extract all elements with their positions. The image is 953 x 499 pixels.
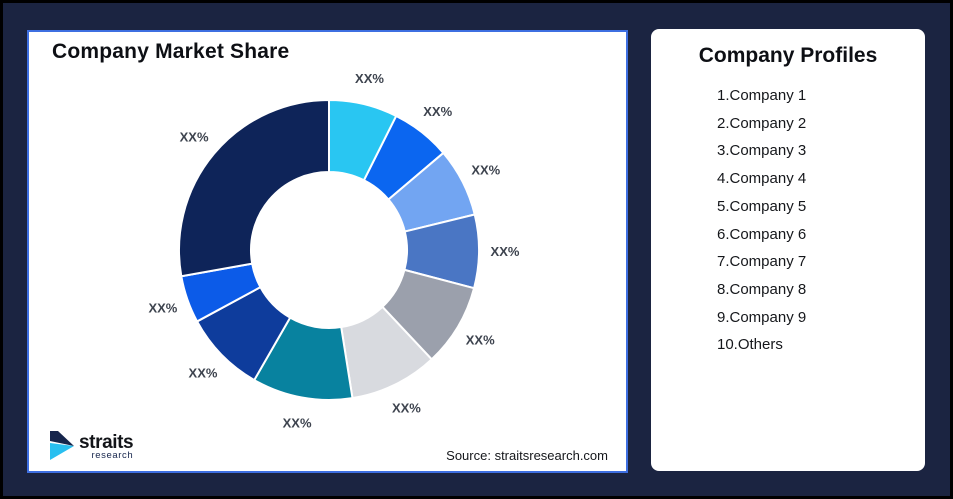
source-attribution: Source: straitsresearch.com bbox=[446, 448, 608, 463]
company-list-item: 8.Company 8 bbox=[717, 280, 807, 298]
straits-research-logo: straits research bbox=[48, 431, 134, 463]
company-profiles-card: Company Profiles 1.Company 1 2.Company 2 3… bbox=[651, 29, 925, 471]
company-list-item: 4.Company 4 bbox=[717, 170, 807, 188]
company-list-item: 10.Others bbox=[717, 336, 783, 354]
company-list-item: 9.Company 9 bbox=[717, 308, 807, 326]
market-share-card: Company Market Share XX% XX% XX% XX% XX% XX% X… bbox=[27, 30, 628, 473]
slice-7-label: XX% bbox=[283, 416, 312, 431]
company-list-item: 1.Company 1 bbox=[717, 87, 807, 104]
company-list-item: 3.Company 3 bbox=[717, 142, 807, 160]
chart-title: Company Market Share bbox=[52, 40, 290, 63]
slice-3-label: XX% bbox=[471, 163, 500, 178]
slice-1-label: XX% bbox=[355, 71, 384, 86]
slice-9-label: XX% bbox=[148, 301, 177, 316]
logo-text-block: straits research bbox=[79, 432, 134, 461]
logo-brand-text: straits bbox=[79, 432, 134, 453]
donut-chart: XX% XX% XX% XX% XX% XX% XX% XX% XX% XX% bbox=[148, 71, 520, 431]
logo-subtext: research bbox=[91, 450, 134, 461]
slice-10-label: XX% bbox=[180, 130, 209, 145]
company-list-item: 6.Company 6 bbox=[717, 225, 807, 243]
slice-10 bbox=[178, 99, 330, 278]
slice-4-label: XX% bbox=[491, 244, 520, 259]
slice-6-label: XX% bbox=[392, 401, 421, 416]
slice-8-label: XX% bbox=[189, 365, 218, 380]
slice-2-label: XX% bbox=[423, 104, 452, 119]
slice-5-label: XX% bbox=[466, 333, 495, 348]
company-list-item: 2.Company 2 bbox=[717, 114, 807, 132]
company-list-item: 7.Company 7 bbox=[717, 253, 807, 271]
company-list-item: 5.Company 5 bbox=[717, 197, 807, 215]
straits-arrow-icon bbox=[50, 431, 74, 460]
company-list: 1.Company 1 2.Company 2 3.Company 3 4.Compa… bbox=[651, 82, 925, 359]
profiles-title: Company Profiles bbox=[698, 44, 878, 67]
